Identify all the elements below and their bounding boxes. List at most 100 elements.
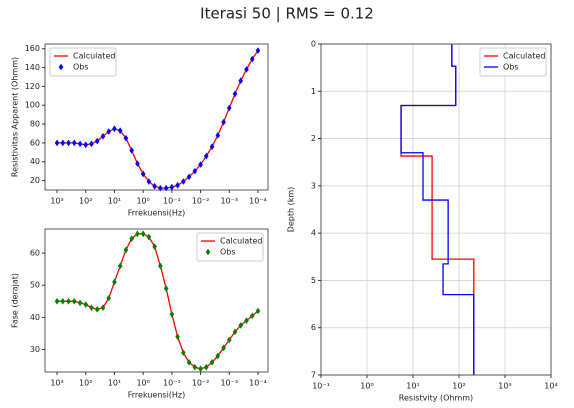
data-point (135, 160, 140, 167)
x-tick-label: 10¹ (108, 197, 121, 206)
y-tick-label: 6 (311, 323, 316, 332)
data-point (112, 278, 117, 286)
legend-label: Obs (220, 248, 236, 257)
plot-frame (320, 43, 552, 376)
x-tick-label: 10⁻⁴ (249, 197, 267, 206)
x-tick-label: 10³ (498, 382, 511, 391)
y-tick-label: 40 (30, 157, 40, 166)
data-point (244, 66, 249, 73)
data-point (83, 141, 89, 149)
data-point (54, 139, 60, 147)
data-point (54, 298, 60, 305)
data-point (221, 118, 226, 126)
data-point (249, 312, 255, 320)
y-axis-label: Depth (km) (287, 187, 296, 233)
legend-label: Obs (73, 63, 89, 72)
data-point (146, 233, 152, 241)
legend-label: Calculated (503, 52, 545, 61)
data-point (255, 47, 261, 54)
series-line (400, 44, 475, 375)
x-tick-label: 10⁻³ (220, 379, 238, 388)
y-tick-label: 160 (25, 44, 40, 53)
data-point (221, 344, 226, 352)
x-tick-label: 10⁴ (544, 382, 557, 391)
y-tick-label: 1 (311, 87, 316, 96)
legend-label: Calculated (220, 237, 262, 246)
data-point (203, 152, 209, 160)
y-tick-label: 3 (311, 181, 316, 190)
data-point (60, 139, 66, 147)
data-point (71, 298, 77, 305)
data-point (209, 143, 215, 150)
x-tick-label: 10⁰ (136, 197, 149, 206)
data-point (83, 301, 89, 308)
y-tick-label: 60 (30, 249, 40, 258)
data-point (215, 132, 221, 139)
y-tick-label: 80 (30, 120, 40, 129)
figure-title: Iterasi 50 | RMS = 0.12 (200, 5, 374, 23)
x-tick-label: 10⁻¹ (163, 197, 181, 206)
x-tick-label: 10⁻³ (220, 197, 238, 206)
data-point (89, 140, 94, 148)
data-point (181, 349, 186, 357)
y-tick-label: 60 (30, 138, 40, 147)
data-point (106, 128, 112, 135)
x-axis-label: Frrekuensi(Hz) (128, 391, 186, 400)
plot-frame (44, 43, 269, 191)
x-tick-label: 10⁰ (136, 379, 149, 388)
x-axis-label: Frrekuensi(Hz) (128, 209, 186, 218)
y-tick-label: 7 (311, 371, 316, 380)
legend-swatch (58, 63, 64, 71)
data-point (146, 178, 152, 185)
data-point (238, 322, 244, 329)
data-point (244, 317, 249, 324)
data-point (100, 304, 106, 312)
y-tick-label: 20 (30, 176, 40, 185)
data-point (152, 182, 157, 190)
plot-area (321, 44, 551, 375)
data-point (192, 167, 198, 175)
data-point (198, 365, 203, 373)
data-point (89, 304, 94, 312)
data-point (117, 262, 123, 270)
x-tick-label: 10⁻² (192, 379, 210, 388)
data-point (232, 90, 238, 98)
data-point (100, 133, 106, 140)
data-point (203, 363, 209, 371)
y-tick-label: 50 (30, 281, 40, 290)
data-point (169, 310, 175, 318)
data-point (232, 328, 238, 336)
y-axis-label: Fase (derajat) (11, 273, 20, 328)
data-point (209, 359, 215, 366)
data-point (123, 246, 129, 254)
data-point (158, 262, 163, 270)
x-tick-label: 10³ (50, 379, 63, 388)
x-tick-label: 10² (79, 197, 92, 206)
data-point (255, 307, 261, 315)
data-point (186, 359, 192, 366)
y-tick-label: 120 (25, 82, 40, 91)
data-point (226, 104, 232, 112)
y-tick-label: 0 (311, 40, 316, 49)
x-tick-label: 10² (79, 379, 92, 388)
y-tick-label: 100 (25, 101, 40, 110)
x-tick-label: 10³ (50, 197, 63, 206)
data-point (66, 298, 71, 305)
y-tick-label: 30 (30, 345, 40, 354)
data-point (163, 285, 169, 292)
x-tick-label: 10⁰ (360, 382, 373, 391)
y-tick-label: 5 (311, 276, 316, 285)
data-point (66, 139, 71, 147)
data-point (181, 178, 186, 185)
data-point (192, 363, 198, 371)
data-point (175, 333, 180, 340)
x-tick-label: 10² (452, 382, 465, 391)
data-point (215, 352, 221, 360)
data-point (226, 336, 232, 344)
data-point (117, 127, 123, 134)
data-point (152, 243, 157, 250)
data-point (71, 139, 77, 147)
x-tick-label: 10⁻⁴ (249, 379, 267, 388)
legend-box (196, 232, 264, 262)
